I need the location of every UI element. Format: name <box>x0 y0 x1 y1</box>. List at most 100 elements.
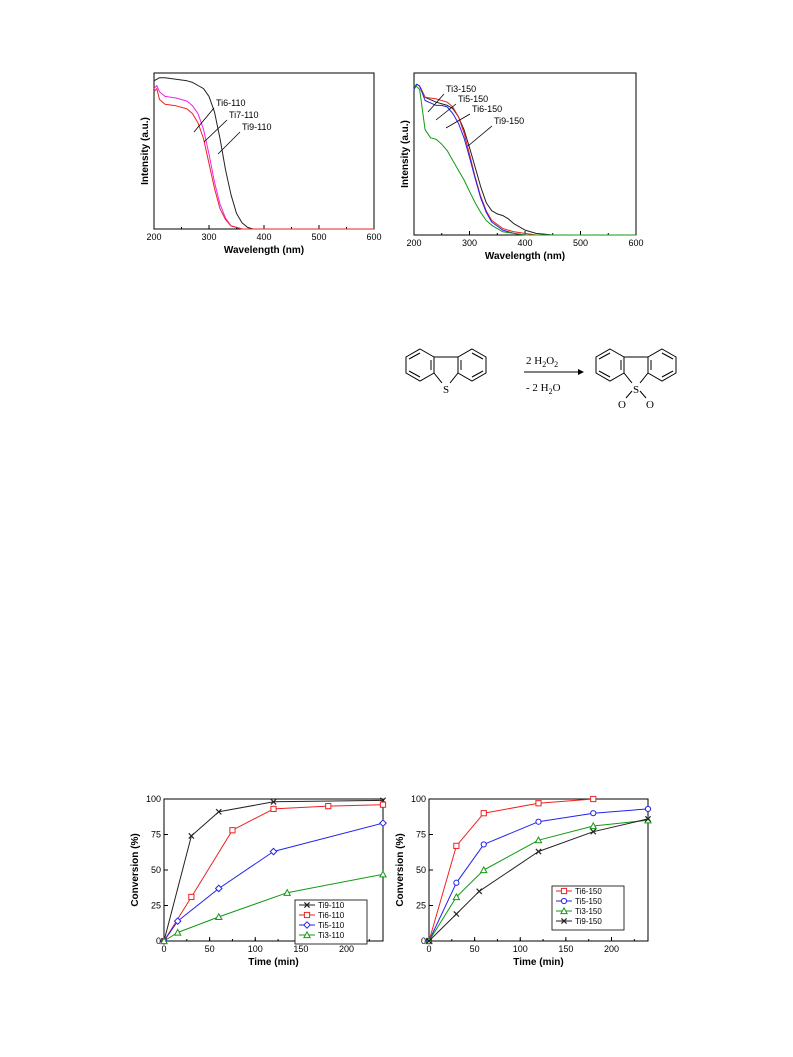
x-tick-label: 0 <box>426 944 431 954</box>
marker-Ti6-110 <box>270 805 277 813</box>
marker-Ti3-110 <box>379 870 387 878</box>
y-tick-label: 100 <box>411 794 426 804</box>
x-tick-label: 300 <box>201 232 216 242</box>
annotation-label: Ti5-150 <box>458 94 488 104</box>
series-line-Ti6-110 <box>153 77 374 230</box>
x-tick-label: 300 <box>462 238 477 248</box>
marker-Ti5-110 <box>214 884 223 893</box>
series-Ti3-150 <box>413 83 636 236</box>
y-tick-label: 0 <box>421 936 426 946</box>
x-tick-label: 100 <box>248 944 263 954</box>
marker-Ti3-150 <box>560 906 568 915</box>
y-axis-label: Intensity (a.u.) <box>140 117 151 185</box>
x-tick-label: 600 <box>366 232 381 242</box>
marker-Ti3-110 <box>283 888 292 896</box>
plot-frame <box>413 72 637 236</box>
x-tick-label: 200 <box>339 944 354 954</box>
annotation-leader <box>217 131 241 155</box>
x-tick-label: 200 <box>604 944 619 954</box>
y-tick-label: 0 <box>156 936 161 946</box>
y-axis-label: Conversion (%) <box>130 833 141 906</box>
marker-Ti9-150 <box>453 910 460 918</box>
series-Ti7-110 <box>153 85 374 230</box>
annotation-leader <box>203 119 228 143</box>
sulfur-atom-label: S <box>443 384 449 396</box>
y-tick-label: 100 <box>146 794 161 804</box>
oxygen-left-label: O <box>618 399 626 411</box>
series-Ti5-150 <box>413 83 636 236</box>
x-tick-label: 50 <box>470 944 480 954</box>
annotation-label: Ti9-150 <box>494 116 524 126</box>
x-axis-label: Wavelength (nm) <box>224 245 304 256</box>
plot-frame <box>153 72 375 230</box>
dibenzothiophene-sulfone-structure <box>595 348 677 399</box>
marker-Ti3-150 <box>534 836 543 844</box>
marker-Ti5-110 <box>269 847 278 856</box>
dibenzothiophene-structure <box>405 348 487 384</box>
marker-Ti6-150 <box>535 800 542 807</box>
conversion-chart-right: 0 50 100 150 200 0 25 50 75 100 Time (min) Conversi… <box>395 794 652 968</box>
marker-Ti3-110 <box>160 936 168 945</box>
marker-Ti9-110 <box>303 901 311 909</box>
marker-Ti6-110 <box>188 893 195 901</box>
legend-label: Ti9-150 <box>575 917 602 926</box>
marker-Ti3-110 <box>303 930 311 939</box>
annotation-label: Ti7-110 <box>229 110 259 120</box>
x-tick-label: 100 <box>513 944 528 954</box>
marker-Ti5-150 <box>560 897 568 905</box>
series-Ti5-150 <box>425 805 652 945</box>
conversion-chart-left: 0 50 100 150 200 0 25 50 75 100 Time (min) Conversi… <box>130 794 387 968</box>
series-line-Ti6-110 <box>163 804 384 942</box>
y-tick-label: 50 <box>416 865 426 875</box>
x-tick-label: 400 <box>517 238 532 248</box>
marker-Ti6-150 <box>560 887 568 895</box>
annotation-label: Ti9-110 <box>242 122 272 132</box>
series-Ti3-110 <box>160 870 387 945</box>
marker-Ti3-150 <box>452 892 461 901</box>
annotation-leader <box>467 125 493 147</box>
annotation-label: Ti3-150 <box>446 84 476 94</box>
annotation-leader <box>427 93 445 113</box>
legend-box <box>551 885 625 931</box>
x-tick-label: 200 <box>406 238 421 248</box>
series-line-Ti3-150 <box>413 83 636 236</box>
series-line-Ti6-150 <box>413 83 636 236</box>
marker-Ti5-150 <box>590 810 597 817</box>
x-axis-label: Time (min) <box>513 957 563 968</box>
y-tick-label: 75 <box>416 830 426 840</box>
annotation-leader <box>435 103 457 121</box>
marker-Ti6-150 <box>453 842 460 849</box>
marker-Ti6-150 <box>590 795 597 803</box>
legend-label: Ti9-110 <box>318 901 345 910</box>
marker-Ti6-150 <box>480 810 487 817</box>
series-Ti6-150 <box>413 83 636 236</box>
series-line-Ti9-110 <box>153 88 374 230</box>
uv-spectrum-left: 200 300 400 500 600 Wavelength (nm) Intensity … <box>140 72 382 256</box>
series-Ti6-110 <box>153 77 374 230</box>
x-tick-label: 200 <box>146 232 161 242</box>
annotation-label: Ti6-110 <box>216 98 246 108</box>
x-tick-label: 150 <box>293 944 308 954</box>
annotation-label: Ti6-150 <box>472 104 502 114</box>
marker-Ti5-150 <box>480 841 487 848</box>
uv-spectrum-right: 200 300 400 500 600 Wavelength (nm) Intensity … <box>400 72 644 262</box>
series-line-Ti3-150 <box>428 819 649 942</box>
y-tick-label: 50 <box>151 865 161 875</box>
marker-Ti3-110 <box>173 928 182 936</box>
x-tick-label: 500 <box>573 238 588 248</box>
reaction-arrow <box>524 369 584 375</box>
marker-Ti5-110 <box>379 819 387 828</box>
x-tick-label: 500 <box>311 232 326 242</box>
legend-label: Ti5-150 <box>575 897 602 906</box>
series-line-Ti9-150 <box>413 83 636 236</box>
series-Ti9-110 <box>153 88 374 230</box>
marker-Ti9-150 <box>425 937 433 945</box>
series-line-Ti7-110 <box>153 85 374 230</box>
marker-Ti5-110 <box>303 921 311 929</box>
y-tick-label: 25 <box>151 901 161 911</box>
x-tick-label: 0 <box>161 944 166 954</box>
marker-Ti9-150 <box>560 917 568 925</box>
series-Ti9-150 <box>413 83 636 236</box>
annotation-leader <box>193 107 215 133</box>
sulfone-sulfur-label: S <box>633 384 639 396</box>
